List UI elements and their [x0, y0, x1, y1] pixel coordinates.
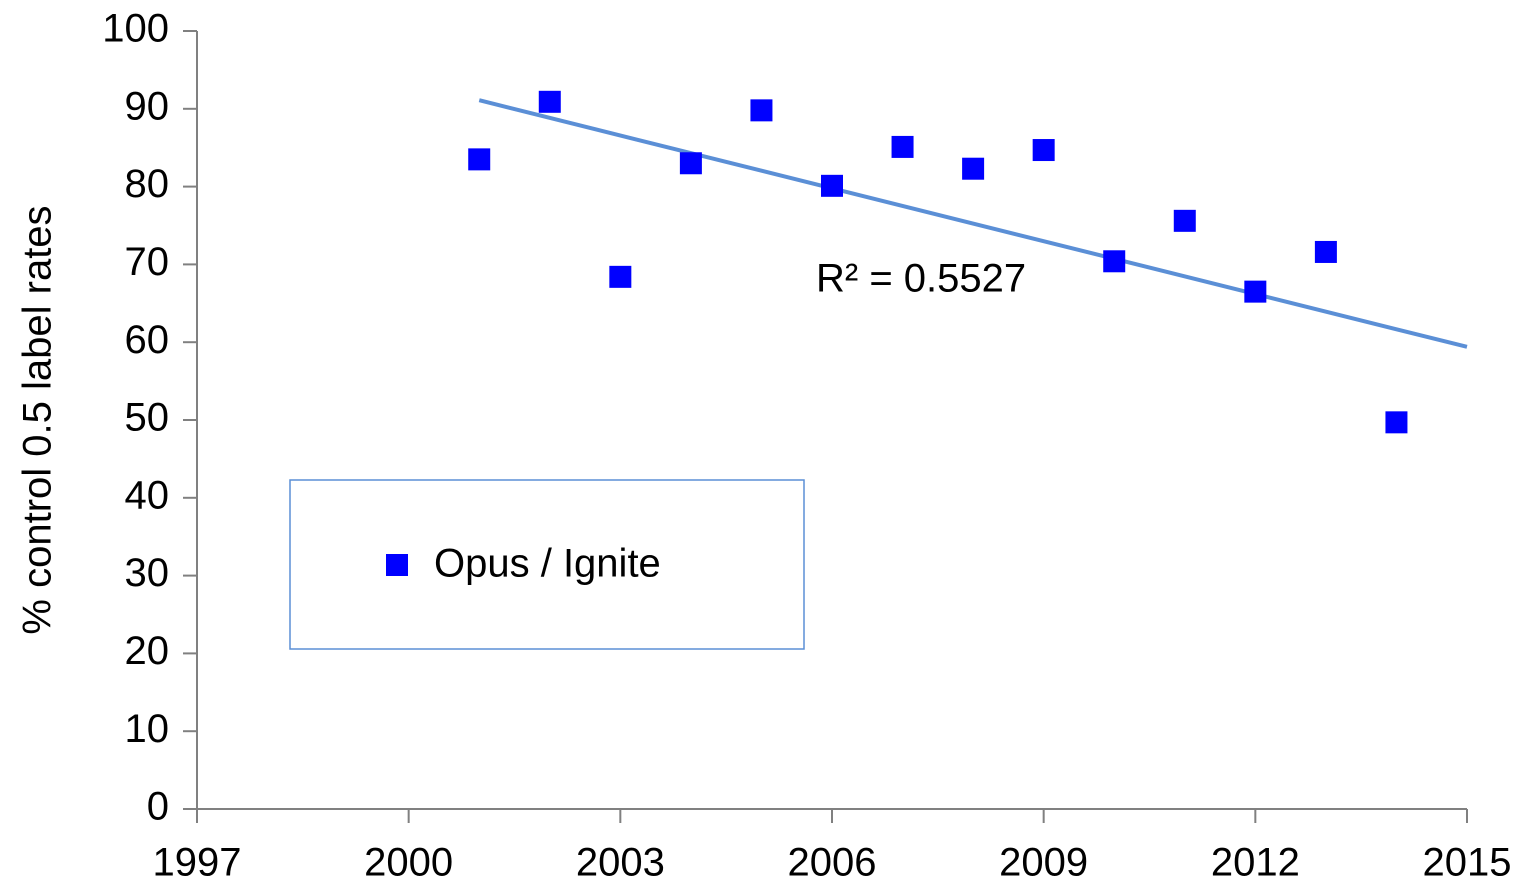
- x-tick-label: 2006: [788, 841, 877, 885]
- point: [821, 174, 843, 197]
- x-tick-label: 2003: [576, 841, 665, 885]
- point: [1103, 250, 1126, 273]
- y-tick-label: 0: [147, 785, 169, 829]
- legend-box: [289, 479, 805, 650]
- x-tick-label: 2000: [364, 841, 453, 885]
- y-tick-label: 40: [125, 473, 170, 517]
- point: [1385, 411, 1408, 434]
- y-tick-label: 20: [125, 629, 170, 673]
- point: [468, 148, 491, 171]
- x-tick-label: 1997: [153, 841, 242, 885]
- trendline: [478, 98, 1468, 349]
- y-tick-label: 50: [125, 396, 170, 440]
- y-tick-label: 70: [125, 240, 170, 284]
- annotation: R² = 0.5527: [816, 257, 1026, 301]
- point: [1314, 240, 1337, 263]
- y-tick-label: 60: [125, 318, 170, 362]
- point: [1032, 139, 1055, 162]
- y-tick-label: 100: [102, 7, 169, 51]
- point: [891, 135, 914, 158]
- point: [1173, 209, 1196, 232]
- y-tick-label: 90: [125, 84, 170, 128]
- x-tick-label: 2012: [1211, 841, 1300, 885]
- y-tick-label: 80: [125, 162, 170, 206]
- legend-label: Opus / Ignite: [434, 542, 661, 586]
- legend-marker: [386, 554, 408, 576]
- point: [609, 265, 632, 288]
- y-axis-label: % control 0.5 label rates: [16, 205, 60, 634]
- y-tick-label: 10: [125, 707, 170, 751]
- point: [679, 152, 702, 175]
- point: [962, 157, 985, 180]
- x-tick-label: 2009: [999, 841, 1088, 885]
- x-tick-label: 2015: [1423, 841, 1512, 885]
- point: [1244, 280, 1267, 303]
- y-tick-label: 30: [125, 551, 170, 595]
- point: [538, 90, 561, 113]
- point: [750, 99, 773, 122]
